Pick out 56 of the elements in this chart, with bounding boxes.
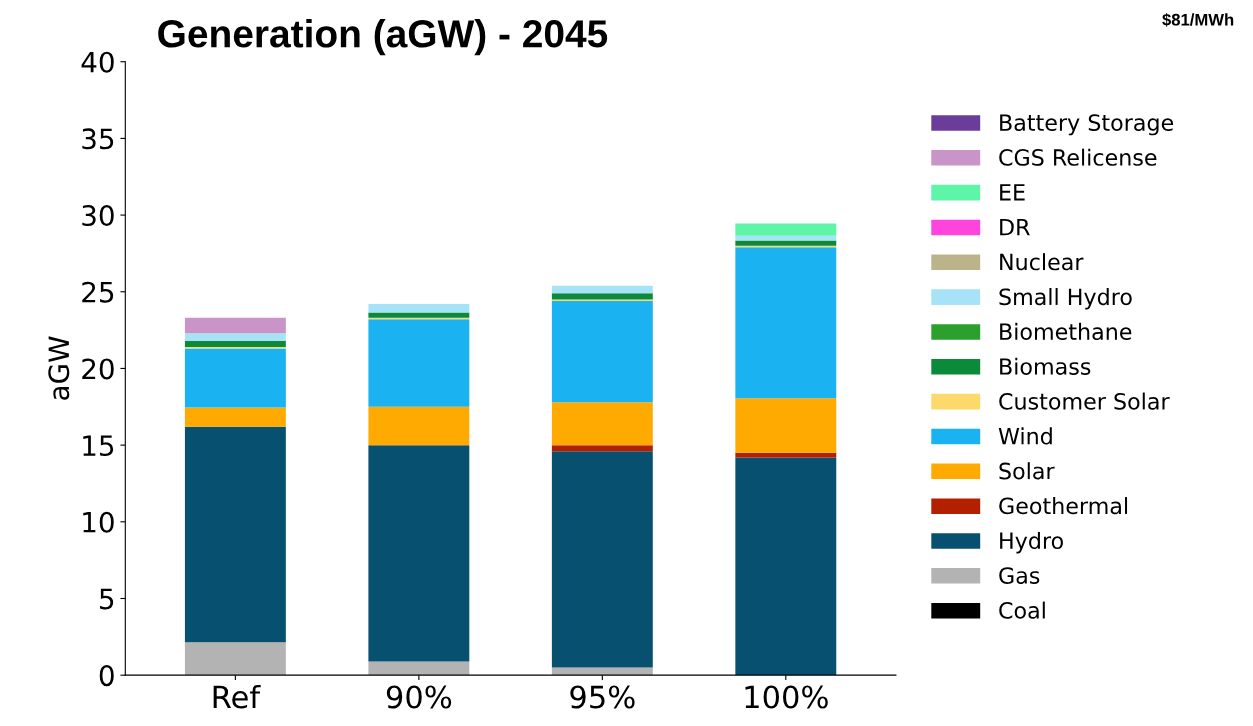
- bar: [551, 293, 653, 300]
- bar: [551, 402, 653, 446]
- bar: [551, 285, 653, 294]
- legend-label: Biomass: [1000, 357, 1091, 375]
- text: $81/MWh: [1162, 13, 1234, 27]
- bar: [551, 445, 653, 452]
- legend-label: Coal: [999, 601, 1045, 619]
- legend-label: Battery Storage: [1000, 114, 1174, 136]
- bar: [735, 457, 837, 676]
- bar: [368, 312, 470, 318]
- bar: [551, 300, 653, 403]
- chart-title: Generation (aGW) - 2045: [158, 19, 608, 56]
- bar: [368, 445, 470, 662]
- x-tick-label: 100%: [745, 685, 828, 709]
- legend-label: Small Hydro: [999, 288, 1132, 310]
- bar: [551, 667, 653, 676]
- bar: [184, 642, 286, 676]
- bar: [735, 240, 837, 246]
- y-tick-label: 5: [100, 588, 114, 610]
- y-tick-label: 15: [83, 435, 114, 457]
- legend-label: Solar: [999, 462, 1055, 480]
- bar: [184, 317, 286, 334]
- x-tick-label: Ref: [213, 684, 261, 709]
- bar: [735, 247, 837, 399]
- bar: [368, 304, 470, 313]
- bar: [368, 661, 470, 676]
- legend-label: Hydro: [1000, 531, 1063, 554]
- legend-label: DR: [1000, 219, 1030, 236]
- bar: [184, 426, 286, 643]
- bar: [184, 348, 286, 408]
- y-axis-title: aGW: [48, 336, 70, 400]
- bar: [184, 333, 286, 341]
- bar: [551, 451, 653, 668]
- legend-label: EE: [1000, 184, 1025, 201]
- legend-label: Gas: [999, 567, 1040, 584]
- x-tick-label: 90%: [386, 685, 452, 709]
- y-tick-label: 25: [82, 281, 114, 303]
- y-tick-label: 40: [81, 51, 114, 73]
- bar: [735, 398, 837, 453]
- y-tick-label: 20: [82, 358, 114, 380]
- y-tick-label: 10: [83, 511, 114, 533]
- legend-label: Wind: [998, 427, 1052, 445]
- bar: [184, 340, 286, 347]
- y-tick-label: 35: [82, 128, 114, 150]
- legend-label: Nuclear: [1000, 253, 1084, 271]
- y-tick-label: 30: [82, 205, 114, 227]
- x-tick-label: 95%: [570, 685, 635, 709]
- y-tick-label: 0: [99, 665, 114, 687]
- bar: [735, 223, 837, 236]
- bar: [368, 406, 470, 446]
- bar: [184, 407, 286, 427]
- legend-label: Geothermal: [999, 497, 1128, 515]
- bar: [368, 319, 470, 407]
- legend-label: Biomethane: [1000, 322, 1132, 341]
- legend-label: Customer Solar: [999, 392, 1170, 410]
- legend-label: CGS Relicense: [999, 148, 1157, 166]
